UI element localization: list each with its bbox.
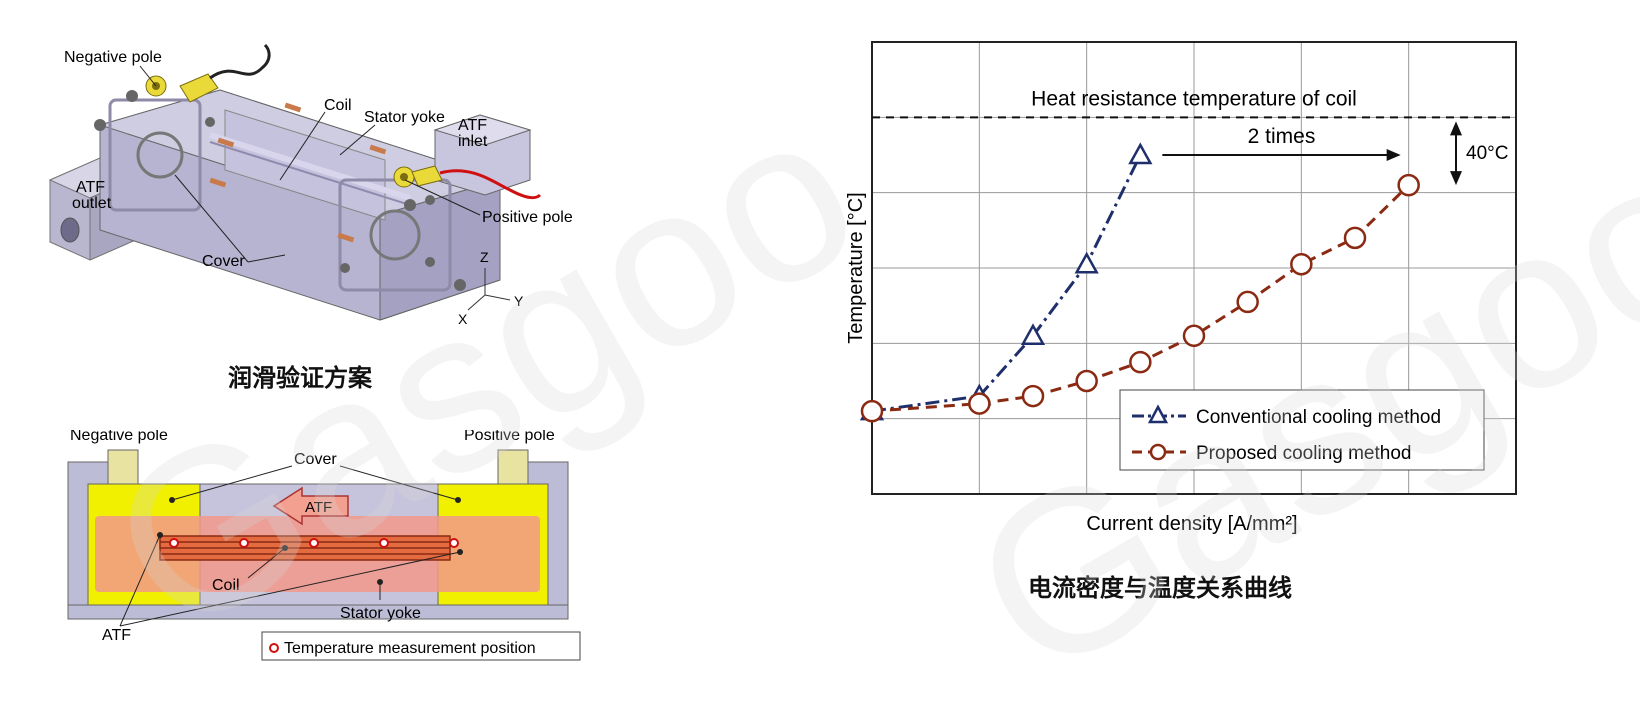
two-times-annotation: 2 times [1162, 125, 1401, 161]
proposed-data-point [1343, 226, 1367, 250]
delta-temperature-label: 40°C [1466, 143, 1508, 164]
plot-frame [871, 41, 1517, 495]
label-coil: Coil [324, 97, 352, 114]
coil-windings [159, 535, 451, 561]
series-line-conventional [871, 154, 1142, 413]
atf-flow-arrow: ATF [272, 486, 349, 526]
label-stator-yoke: Stator yoke [364, 109, 445, 126]
proposed-data-point [1397, 173, 1420, 197]
measurement-legend-label: Temperature measurement position [284, 640, 536, 657]
label-atf-outlet-line1: ATF [76, 179, 105, 196]
x-axis-label: Current density [A/mm²] [1086, 513, 1297, 535]
proposed-data-point [1075, 369, 1098, 393]
thermocouple-pins [209, 102, 387, 243]
caption-lubrication-scheme: 润滑验证方案 [228, 364, 372, 392]
section-label-negative-pole: Negative pole [70, 430, 168, 444]
measurement-points [169, 538, 459, 548]
chart-legend: Conventional cooling method Proposed coo… [1119, 389, 1485, 471]
conventional-data-point [1020, 323, 1046, 346]
section-label-cover: Cover [294, 451, 337, 468]
measurement-legend: Temperature measurement position [261, 631, 581, 661]
legend-proposed-label: Proposed cooling method [1196, 443, 1411, 464]
leader-dots [157, 497, 463, 585]
two-times-label: 2 times [1248, 125, 1316, 148]
bolt-set [94, 90, 466, 291]
series-line-proposed [871, 184, 1410, 413]
leader-lines [139, 65, 481, 263]
negative-pole-terminal [145, 43, 271, 103]
proposed-data-point [1290, 252, 1313, 276]
label-atf-outlet-line2: outlet [72, 195, 112, 212]
label-axis-y: Y [514, 293, 524, 309]
temperature-chart: Heat resistance temperature of coil 2 ti… [845, 41, 1517, 535]
atf-inlet-block [433, 114, 532, 196]
atf-arrow-label: ATF [305, 499, 332, 516]
label-atf-inlet-line1: ATF [458, 117, 487, 134]
label-negative-pole: Negative pole [64, 49, 162, 66]
section-label-atf: ATF [102, 627, 131, 644]
section-view-diagram: ATF Negative pole Positive pole Cover Co… [67, 430, 581, 661]
proposed-data-point [968, 392, 991, 415]
legend-circle-marker [1149, 443, 1167, 461]
y-axis-label: Temperature [°C] [845, 192, 867, 343]
proposed-data-point [1182, 324, 1206, 348]
series-layer [859, 142, 1420, 423]
axis-triad [467, 268, 511, 311]
label-positive-pole: Positive pole [482, 209, 573, 226]
label-axis-z: Z [480, 249, 489, 265]
iso-lubrication-diagram: Negative pole Coil Stator yoke ATF inlet… [48, 43, 573, 327]
proposed-data-point [860, 399, 884, 423]
heat-resistance-label: Heat resistance temperature of coil [1031, 87, 1357, 110]
label-atf-inlet-line2: inlet [458, 133, 488, 150]
proposed-data-point [1236, 290, 1259, 314]
conventional-data-point [1128, 142, 1153, 165]
caption-current-temperature-curve: 电流密度与温度关系曲线 [1028, 574, 1292, 602]
proposed-data-point [1129, 350, 1152, 374]
proposed-data-point [1021, 384, 1045, 408]
conventional-data-point [1074, 251, 1099, 274]
legend-conventional-label: Conventional cooling method [1196, 407, 1441, 428]
legend-triangle-marker [1147, 404, 1169, 424]
section-label-stator-yoke: Stator yoke [340, 605, 421, 622]
label-cover: Cover [202, 253, 245, 270]
section-label-coil: Coil [212, 577, 240, 594]
section-leader-lines [119, 465, 461, 627]
section-label-positive-pole: Positive pole [464, 430, 555, 444]
delta-annotation: 40°C [1450, 121, 1508, 186]
label-axis-x: X [458, 311, 468, 327]
